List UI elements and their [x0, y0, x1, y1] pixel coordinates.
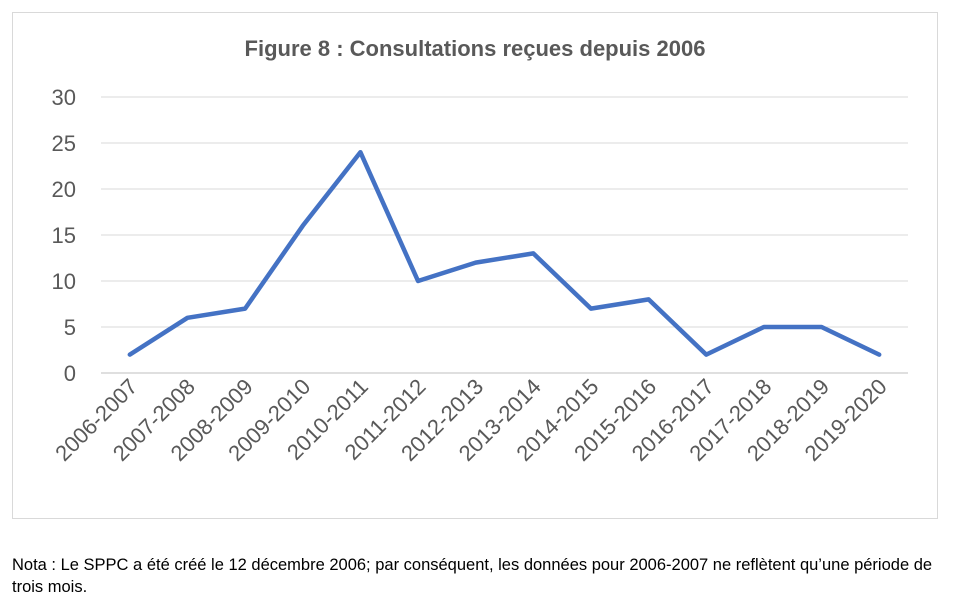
- line-chart: Figure 8 : Consultations reçues depuis 2…: [50, 36, 908, 466]
- chart-title: Figure 8 : Consultations reçues depuis 2…: [245, 36, 706, 61]
- y-tick-label: 20: [52, 177, 76, 202]
- chart-container: [12, 12, 938, 519]
- y-tick-label: 10: [52, 269, 76, 294]
- y-tick-label: 30: [52, 85, 76, 110]
- y-tick-label: 15: [52, 223, 76, 248]
- series-line: [127, 149, 882, 357]
- y-tick-label: 5: [64, 315, 76, 340]
- y-tick-label: 0: [64, 361, 76, 386]
- y-tick-label: 25: [52, 131, 76, 156]
- footnote: Nota : Le SPPC a été créé le 12 décembre…: [12, 556, 933, 596]
